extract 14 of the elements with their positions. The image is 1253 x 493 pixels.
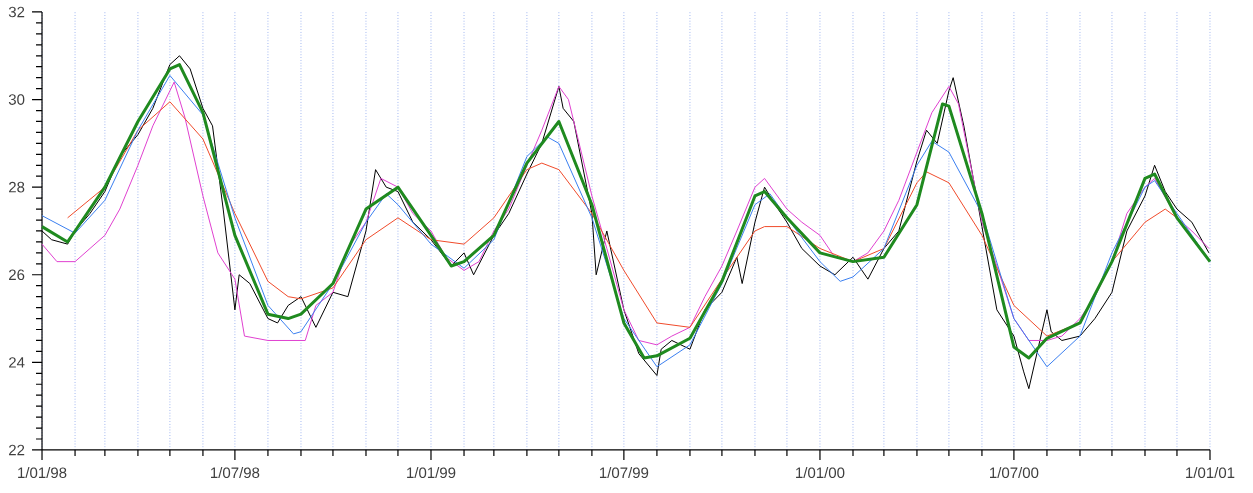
y-tick-label: 30 xyxy=(8,94,25,105)
y-tick-label: 22 xyxy=(9,444,25,456)
x-tick-label: 1/07/00 xyxy=(990,467,1039,479)
y-tick-label: 26 xyxy=(9,269,25,281)
y-tick-label: 32 xyxy=(8,6,25,18)
x-tick-label: 1/01/99 xyxy=(407,467,456,479)
x-tick-label: 1/07/99 xyxy=(599,467,649,479)
x-tick-label: 1/01/01 xyxy=(1186,467,1235,479)
y-tick-label: 24 xyxy=(9,357,25,368)
y-tick-label: 28 xyxy=(9,181,25,193)
line-series xyxy=(67,101,1178,337)
x-tick-label: 1/01/98 xyxy=(18,467,67,479)
x-tick-label: 1/01/00 xyxy=(796,467,845,479)
x-tick-label: 1/07/98 xyxy=(211,467,260,479)
